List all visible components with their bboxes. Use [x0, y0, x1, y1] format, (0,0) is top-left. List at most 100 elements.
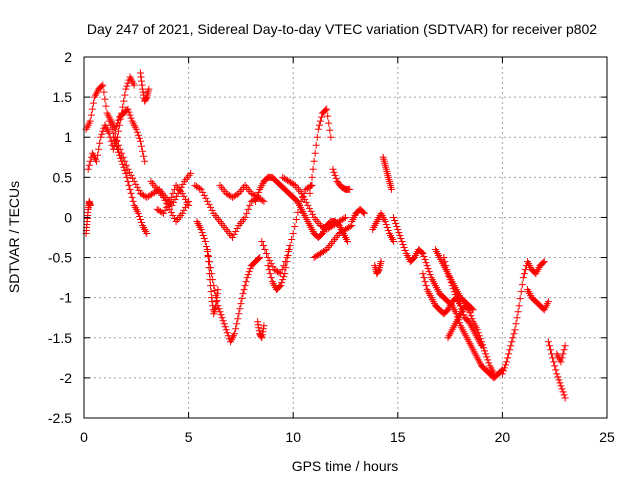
data-point	[390, 238, 398, 246]
data-point	[516, 295, 524, 303]
data-point	[396, 231, 404, 239]
data-point	[213, 294, 221, 302]
data-point	[234, 315, 242, 323]
data-point	[558, 354, 566, 362]
data-point	[259, 242, 267, 250]
data-point	[255, 327, 263, 335]
data-point	[477, 338, 485, 346]
data-point	[346, 222, 354, 230]
data-point	[306, 189, 314, 197]
data-point	[207, 203, 215, 211]
data-point	[116, 145, 124, 153]
x-axis-label: GPS time / hours	[292, 458, 399, 474]
data-point	[161, 196, 169, 204]
data-point	[276, 283, 284, 291]
data-points	[82, 69, 569, 402]
data-point	[553, 370, 561, 378]
data-point	[325, 119, 333, 127]
data-point	[278, 266, 286, 274]
data-point	[286, 242, 294, 250]
data-point	[285, 246, 293, 254]
data-point	[214, 286, 222, 294]
data-point	[220, 320, 228, 328]
data-point	[550, 358, 558, 366]
data-point	[139, 85, 147, 93]
data-point	[201, 238, 209, 246]
y-tick-label: 0.5	[53, 169, 73, 185]
data-point	[391, 216, 399, 224]
data-point	[134, 209, 142, 217]
data-point	[107, 121, 115, 129]
data-point	[441, 258, 449, 266]
data-point	[314, 125, 322, 133]
data-point	[374, 267, 382, 275]
data-point	[255, 255, 263, 263]
data-point	[229, 234, 237, 241]
data-point	[484, 356, 492, 364]
data-point	[279, 276, 287, 284]
data-point	[125, 181, 133, 189]
series-track-32	[544, 338, 569, 402]
data-point	[126, 111, 134, 119]
data-point	[206, 276, 214, 284]
data-point	[266, 257, 274, 265]
data-point	[555, 376, 563, 384]
data-point	[101, 95, 109, 103]
data-point	[519, 274, 527, 282]
data-point	[115, 148, 123, 156]
data-point	[88, 105, 96, 113]
data-point	[440, 254, 448, 262]
x-tick-label: 15	[390, 429, 406, 445]
data-point	[295, 201, 303, 209]
data-point	[205, 264, 213, 272]
data-point	[266, 270, 274, 278]
data-point	[324, 112, 332, 120]
y-tick-label: 0	[64, 209, 72, 225]
data-point	[138, 77, 146, 85]
series-track-30	[498, 258, 548, 378]
data-point	[122, 161, 130, 169]
data-point	[443, 266, 451, 274]
data-point	[344, 238, 352, 246]
data-point	[180, 206, 188, 214]
data-point	[115, 141, 123, 149]
y-tick-label: -2.5	[48, 410, 72, 426]
data-point	[265, 266, 273, 274]
data-point	[199, 188, 207, 196]
data-point	[509, 334, 517, 342]
data-point	[288, 236, 296, 244]
data-point	[94, 151, 102, 159]
data-point	[423, 262, 431, 270]
data-point	[539, 259, 547, 267]
data-point	[421, 278, 429, 286]
data-point	[329, 165, 337, 173]
data-point	[128, 193, 136, 201]
data-point	[419, 250, 427, 258]
data-point	[554, 373, 562, 381]
data-point	[243, 274, 251, 282]
data-point	[475, 332, 483, 340]
data-point	[93, 157, 101, 165]
data-point	[480, 344, 488, 352]
data-point	[322, 106, 330, 114]
y-tick-label: -0.5	[48, 250, 72, 266]
data-point	[557, 382, 565, 390]
data-point	[86, 117, 94, 125]
data-point	[134, 131, 142, 139]
data-point	[123, 82, 131, 90]
data-point	[169, 198, 177, 206]
data-point	[129, 197, 137, 205]
data-point	[256, 254, 264, 262]
data-point	[129, 174, 137, 182]
data-point	[447, 279, 455, 287]
y-tick-label: 2	[64, 49, 72, 65]
data-point	[559, 350, 567, 358]
data-point	[178, 209, 186, 217]
data-point	[98, 82, 106, 90]
data-point	[327, 133, 335, 141]
data-point	[121, 157, 129, 165]
data-point	[422, 282, 430, 290]
data-point	[110, 129, 118, 137]
data-point	[125, 108, 133, 116]
data-point	[442, 262, 450, 270]
